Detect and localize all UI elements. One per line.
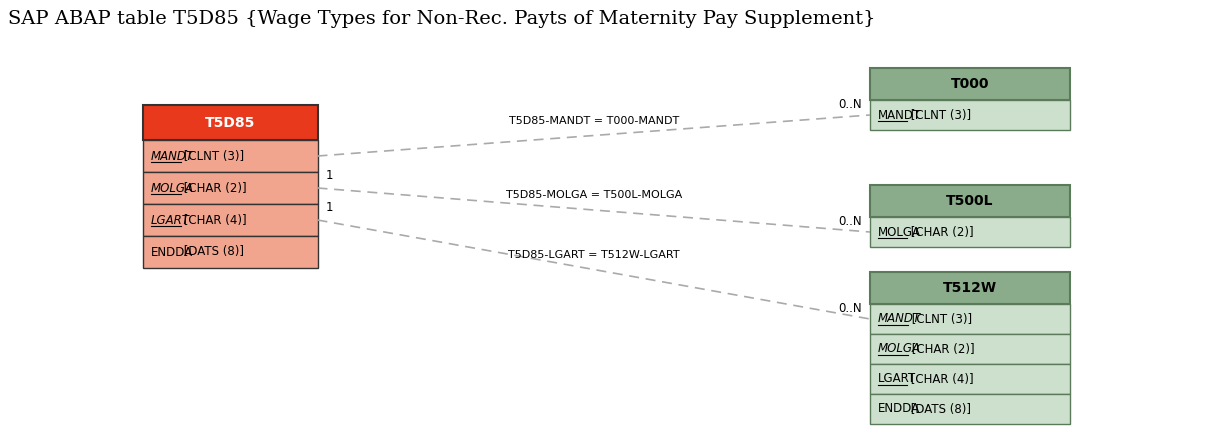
- FancyBboxPatch shape: [870, 272, 1070, 304]
- FancyBboxPatch shape: [870, 217, 1070, 247]
- Text: 0..N: 0..N: [838, 215, 861, 228]
- Text: T512W: T512W: [943, 281, 998, 295]
- Text: ENDDA: ENDDA: [878, 403, 920, 416]
- FancyBboxPatch shape: [142, 172, 317, 204]
- Text: [CHAR (2)]: [CHAR (2)]: [908, 342, 974, 355]
- FancyBboxPatch shape: [870, 334, 1070, 364]
- Text: 0..N: 0..N: [838, 302, 861, 315]
- Text: T5D85: T5D85: [205, 116, 255, 129]
- Text: [DATS (8)]: [DATS (8)]: [908, 403, 971, 416]
- FancyBboxPatch shape: [870, 100, 1070, 130]
- FancyBboxPatch shape: [142, 140, 317, 172]
- Text: MANDT: MANDT: [151, 149, 193, 163]
- Text: MOLGA: MOLGA: [878, 342, 921, 355]
- Text: [CHAR (2)]: [CHAR (2)]: [908, 225, 973, 238]
- Text: 1: 1: [326, 201, 333, 214]
- Text: MANDT: MANDT: [878, 312, 921, 326]
- Text: T5D85-MANDT = T000-MANDT: T5D85-MANDT = T000-MANDT: [509, 116, 679, 125]
- Text: [CHAR (2)]: [CHAR (2)]: [181, 182, 247, 194]
- Text: MOLGA: MOLGA: [878, 225, 921, 238]
- FancyBboxPatch shape: [142, 204, 317, 236]
- Text: [DATS (8)]: [DATS (8)]: [180, 245, 243, 259]
- Text: T500L: T500L: [946, 194, 994, 208]
- FancyBboxPatch shape: [870, 185, 1070, 217]
- FancyBboxPatch shape: [142, 105, 317, 140]
- Text: ENDDA: ENDDA: [151, 245, 193, 259]
- Text: [CHAR (4)]: [CHAR (4)]: [181, 214, 247, 226]
- FancyBboxPatch shape: [870, 68, 1070, 100]
- Text: LGART: LGART: [151, 214, 190, 226]
- FancyBboxPatch shape: [142, 236, 317, 268]
- Text: SAP ABAP table T5D85 {Wage Types for Non-Rec. Payts of Maternity Pay Supplement}: SAP ABAP table T5D85 {Wage Types for Non…: [9, 10, 876, 28]
- Text: MANDT: MANDT: [878, 109, 921, 121]
- Text: LGART: LGART: [878, 373, 916, 385]
- Text: T5D85-MOLGA = T500L-MOLGA: T5D85-MOLGA = T500L-MOLGA: [505, 190, 682, 200]
- Text: [CLNT (3)]: [CLNT (3)]: [908, 109, 971, 121]
- Text: 0..N: 0..N: [838, 98, 861, 111]
- FancyBboxPatch shape: [870, 304, 1070, 334]
- Text: T000: T000: [951, 77, 989, 91]
- Text: T5D85-LGART = T512W-LGART: T5D85-LGART = T512W-LGART: [508, 249, 679, 260]
- Text: [CHAR (4)]: [CHAR (4)]: [908, 373, 973, 385]
- Text: 1: 1: [326, 169, 333, 182]
- Text: [CLNT (3)]: [CLNT (3)]: [908, 312, 972, 326]
- Text: MOLGA: MOLGA: [151, 182, 193, 194]
- Text: [CLNT (3)]: [CLNT (3)]: [181, 149, 244, 163]
- FancyBboxPatch shape: [870, 394, 1070, 424]
- FancyBboxPatch shape: [870, 364, 1070, 394]
